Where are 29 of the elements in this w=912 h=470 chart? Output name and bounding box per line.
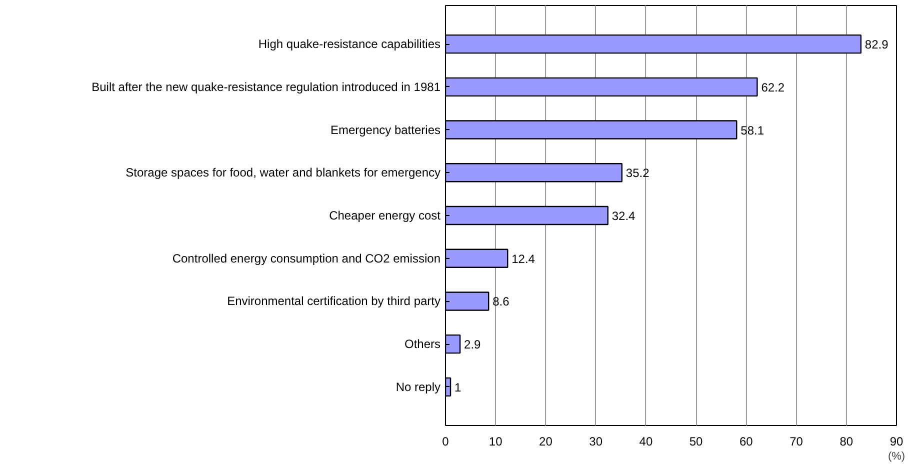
x-tick-label: 0	[442, 434, 450, 448]
y-tick-label: Emergency batteries	[330, 122, 441, 137]
x-tick-label: 40	[639, 434, 653, 448]
data-label: 35.2	[626, 166, 650, 180]
data-label: 1	[454, 380, 462, 394]
y-tick-label: Built after the new quake-resistance regulation introduced in 1981	[92, 80, 441, 94]
data-label: 58.1	[740, 123, 764, 138]
x-tick-label: 50	[689, 434, 704, 448]
x-tick-label: 10	[488, 434, 503, 448]
x-axis-title: (%)	[888, 450, 906, 462]
data-label: 62.2	[761, 80, 785, 94]
x-tick-label: 90	[890, 434, 904, 448]
y-tick-label: No reply	[396, 380, 441, 394]
y-tick-label: Cheaper energy cost	[329, 208, 442, 222]
data-label: 8.6	[492, 294, 510, 309]
data-label: 32.4	[612, 209, 636, 223]
data-label: 82.9	[864, 38, 889, 52]
x-tick-label: 30	[589, 434, 603, 448]
x-tick-label: 60	[739, 434, 754, 448]
y-tick-label: Storage spaces for food, water and blankets for emergency	[126, 166, 440, 180]
x-tick-label: 70	[790, 434, 804, 448]
x-tick-label: 80	[840, 434, 854, 448]
y-tick-label: High quake-resistance capabilities	[258, 37, 441, 52]
x-tick-label: 20	[539, 434, 553, 448]
data-label: 2.9	[464, 338, 482, 352]
y-tick-label: Environmental certification by third party	[227, 294, 441, 308]
y-tick-label: Others	[404, 337, 441, 352]
data-label: 12.4	[512, 252, 536, 266]
y-tick-label: Controlled energy consumption and CO2 emission	[172, 251, 441, 266]
